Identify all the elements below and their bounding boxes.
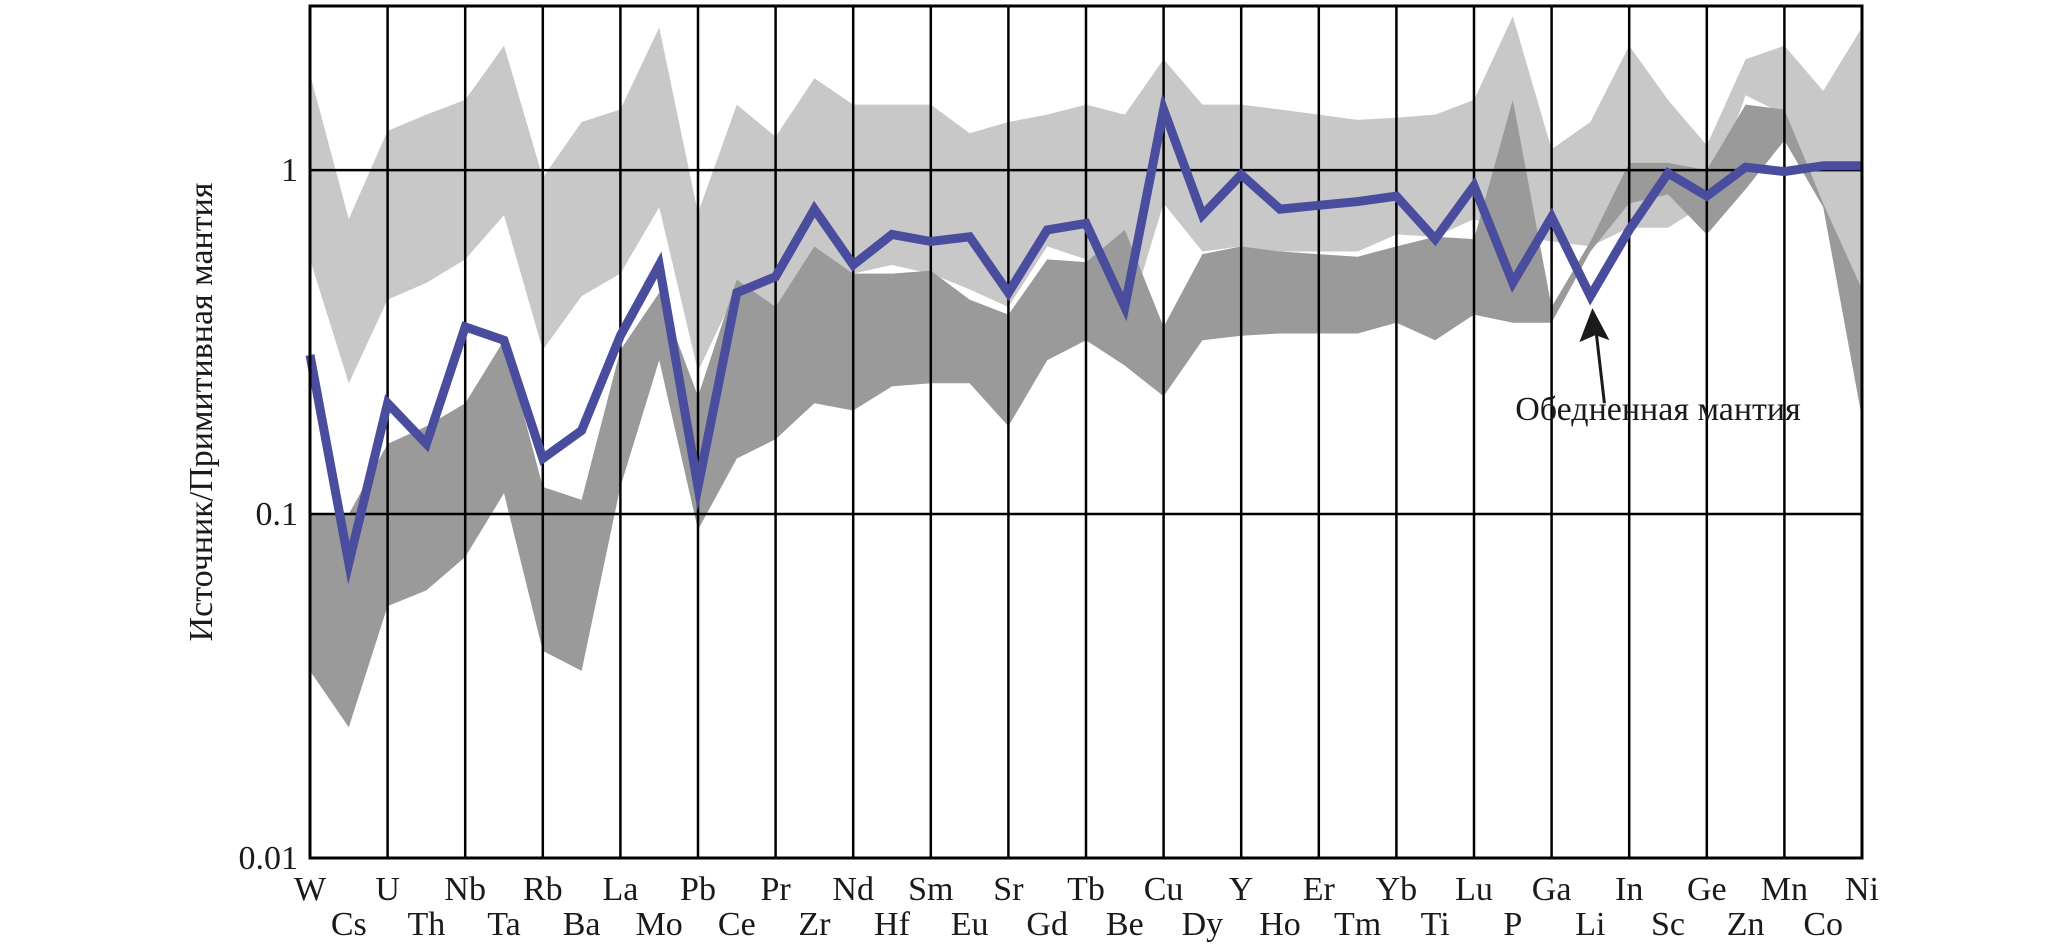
x-tick-label-rb: Rb xyxy=(523,871,563,908)
x-tick-label-ho: Ho xyxy=(1259,906,1301,943)
x-tick-label-ga: Ga xyxy=(1532,871,1572,908)
x-tick-label-dy: Dy xyxy=(1182,906,1224,943)
x-tick-label-sm: Sm xyxy=(908,871,953,908)
x-tick-label-eu: Eu xyxy=(951,906,989,943)
x-tick-label-th: Th xyxy=(408,906,446,943)
x-tick-label-p: P xyxy=(1503,906,1522,943)
x-tick-label-pr: Pr xyxy=(760,871,791,908)
x-tick-label-ge: Ge xyxy=(1687,871,1727,908)
x-tick-label-zn: Zn xyxy=(1727,906,1765,943)
x-tick-label-ti: Ti xyxy=(1421,906,1450,943)
x-tick-label-y: Y xyxy=(1229,871,1254,908)
series-line-group xyxy=(305,92,1862,585)
x-tick-label-ta: Ta xyxy=(487,906,521,943)
plot-border xyxy=(308,4,1864,860)
y-tick-label-0_1: 0.1 xyxy=(256,496,299,533)
x-tick-label-cs: Cs xyxy=(331,906,367,943)
annotation: Обедненная мантия xyxy=(1515,308,1801,428)
annotation-leader-line xyxy=(1594,333,1606,404)
x-tick-label-sc: Sc xyxy=(1651,906,1685,943)
x-tick-label-nb: Nb xyxy=(444,871,486,908)
x-tick-label-co: Co xyxy=(1803,906,1843,943)
y-axis-title: Источник/Примитивная мантия xyxy=(183,182,220,641)
x-tick-label-mn: Mn xyxy=(1761,871,1808,908)
annotation-arrowhead xyxy=(1579,308,1610,343)
x-tick-label-be: Be xyxy=(1106,906,1144,943)
x-tick-label-yb: Yb xyxy=(1376,871,1418,908)
x-tick-label-u: U xyxy=(375,871,400,908)
x-tick-label-er: Er xyxy=(1303,871,1336,908)
x-tick-label-gd: Gd xyxy=(1026,906,1068,943)
x-tick-label-zr: Zr xyxy=(798,906,831,943)
x-tick-label-lu: Lu xyxy=(1455,871,1493,908)
x-tick-label-sr: Sr xyxy=(993,871,1024,908)
x-tick-label-pb: Pb xyxy=(680,871,716,908)
y-tick-label-1: 1 xyxy=(281,152,298,189)
x-tick-label-tm: Tm xyxy=(1334,906,1381,943)
x-tick-label-tb: Tb xyxy=(1067,871,1105,908)
series-line xyxy=(305,92,1862,585)
x-tick-label-hf: Hf xyxy=(874,906,911,943)
plot-frame xyxy=(308,4,1864,860)
x-tick-label-ni: Ni xyxy=(1845,871,1879,908)
x-tick-label-mo: Mo xyxy=(636,906,683,943)
y-tick-label-0_01: 0.01 xyxy=(239,840,299,877)
x-tick-label-li: Li xyxy=(1575,906,1605,943)
annotation-text: Обедненная мантия xyxy=(1515,391,1801,428)
x-tick-label-in: In xyxy=(1615,871,1643,908)
x-tick-label-la: La xyxy=(602,871,638,908)
x-tick-label-cu: Cu xyxy=(1144,871,1184,908)
grid-lines xyxy=(308,6,1864,858)
x-tick-labels: WCsUThNbTaRbBaLaMoPbCePrZrNdHfSmEuSrGdTb… xyxy=(294,871,1879,943)
x-tick-label-ba: Ba xyxy=(563,906,601,943)
y-tick-labels: 0.01 0.1 1 xyxy=(239,152,299,877)
x-tick-label-w: W xyxy=(294,871,327,908)
x-tick-label-nd: Nd xyxy=(832,871,874,908)
x-tick-label-ce: Ce xyxy=(718,906,756,943)
